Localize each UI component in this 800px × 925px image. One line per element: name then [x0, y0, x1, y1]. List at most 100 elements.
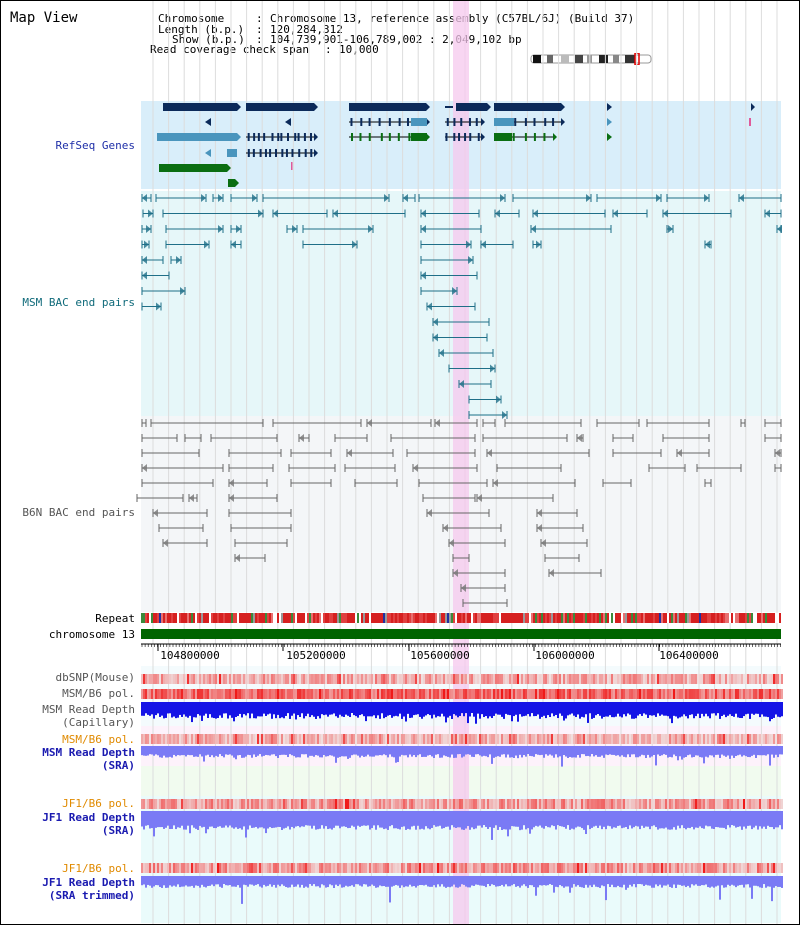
jf1-b6-pol2-heat-cell: [629, 863, 631, 873]
jf1-trimmed-depth-bar: [181, 876, 183, 887]
dbsnp-heat-cell: [517, 674, 519, 684]
repeat-segment: [255, 613, 257, 623]
jf1-b6-pol2-heat-cell: [273, 863, 275, 873]
bac-end-marker: [536, 240, 541, 249]
jf1-trimmed-depth-bar: [215, 876, 217, 885]
jf1-b6-pol2-heat-cell: [277, 863, 279, 873]
dbsnp-heat-cell: [205, 674, 207, 684]
msm-b6-pol-heat-cell: [295, 689, 297, 699]
msm-sra-depth-bar: [229, 746, 231, 755]
gene-arrow: [237, 103, 241, 111]
msm-b6-pol-heat-cell: [309, 689, 311, 699]
bac-end-marker: [142, 194, 147, 202]
jf1-sra-depth-bar: [563, 811, 565, 828]
jf1-sra-depth-bar: [311, 811, 313, 829]
repeat-segment: [219, 613, 221, 623]
jf1-trimmed-depth-bar: [367, 876, 369, 887]
jf1-b6-pol-heat-cell: [345, 799, 347, 809]
coverage-value: 10,000: [339, 43, 379, 56]
msm-sra-depth-bar: [567, 746, 569, 758]
msm-sra-depth-bar: [303, 746, 305, 755]
repeat-segment: [167, 613, 169, 623]
msm-b6-pol2-heat-cell: [277, 734, 279, 744]
jf1-trimmed-depth-bar: [305, 876, 307, 887]
jf1-b6-pol-heat-cell: [163, 799, 165, 809]
jf1-b6-pol-heat-cell: [233, 799, 235, 809]
jf1-b6-pol2-heat-cell: [197, 863, 199, 873]
msm-sra-depth-bar: [585, 746, 587, 757]
bac-end-marker: [502, 411, 507, 419]
jf1-trimmed-depth-bar: [659, 876, 661, 885]
dbsnp-heat-cell: [155, 674, 157, 684]
jf1-b6-pol2-heat-cell: [357, 863, 359, 873]
jf1-sra-depth-bar: [639, 811, 641, 830]
axis-tick-label: 105600000: [410, 649, 470, 662]
jf1-trimmed-depth-bar: [707, 876, 709, 888]
jf1-trimmed-depth-bar: [397, 876, 399, 886]
jf1-b6-pol2-heat-cell: [637, 863, 639, 873]
msm-capillary-depth-bar: [419, 702, 421, 717]
jf1-trimmed-depth-bar: [375, 876, 377, 888]
repeat-segment: [539, 613, 541, 623]
jf1-b6-pol-heat-cell: [615, 799, 617, 809]
jf1-trimmed-depth-bar: [601, 876, 603, 886]
msm-b6-pol2-heat-cell: [345, 734, 347, 744]
repeat-segment: [347, 613, 349, 623]
jf1-b6-pol2-heat-cell: [179, 863, 181, 873]
msm-b6-pol-heat-cell: [217, 689, 219, 699]
repeat-segment: [319, 613, 321, 623]
jf1-b6-pol2-heat-cell: [773, 863, 775, 873]
refseq-gene: [494, 133, 512, 141]
jf1-trimmed-depth-bar: [763, 876, 765, 885]
jf1-b6-pol-heat-cell: [209, 799, 211, 809]
gene-exon: [294, 133, 297, 141]
repeat-segment: [495, 613, 497, 623]
dbsnp-heat-cell: [453, 674, 455, 684]
jf1-trimmed-depth-bar: [461, 876, 463, 885]
msm-sra-depth-bar: [169, 746, 171, 757]
jf1-b6-pol2-heat-cell: [389, 863, 391, 873]
jf1-b6-pol-heat-cell: [373, 799, 375, 809]
msm-sra-depth-bar: [183, 746, 185, 756]
jf1-b6-pol2-heat-cell: [675, 863, 677, 873]
dbsnp-heat-cell: [737, 674, 739, 684]
jf1-sra-depth-bar: [505, 811, 507, 830]
msm-b6-pol2-heat-cell: [185, 734, 187, 744]
jf1-b6-pol2-heat-cell: [285, 863, 287, 873]
repeat-segment: [161, 613, 163, 623]
jf1-b6-pol2-heat-cell: [739, 863, 741, 873]
msm-capillary-depth-bar: [579, 702, 581, 719]
jf1-sra-depth-bar: [781, 811, 783, 830]
jf1-b6-pol2-heat-cell: [269, 863, 271, 873]
msm-capillary-depth-bar: [519, 702, 521, 715]
jf1-sra-depth-bar: [631, 811, 633, 829]
msm-b6-pol-heat-cell: [409, 689, 411, 699]
dbsnp-heat-cell: [163, 674, 165, 684]
repeat-segment: [615, 613, 617, 623]
msm-sra-depth-bar: [267, 746, 269, 756]
msm-sra-depth-bar: [607, 746, 609, 756]
msm-b6-pol-heat-cell: [265, 689, 267, 699]
jf1-b6-pol2-heat-cell: [403, 863, 405, 873]
msm-sra-depth-bar: [211, 746, 213, 756]
msm-capillary-depth-bar: [457, 702, 459, 718]
jf1-sra-depth-bar: [363, 811, 365, 826]
jf1-b6-pol-heat-cell: [505, 799, 507, 809]
gene-exon: [368, 118, 371, 126]
msm-b6-pol2-heat-cell: [247, 734, 249, 744]
jf1-b6-pol2-heat-cell: [307, 863, 309, 873]
msm-b6-pol-heat-cell: [773, 689, 775, 699]
msm-sra-depth-bar: [277, 746, 279, 758]
msm-capillary-depth-bar: [573, 702, 575, 716]
msm-sra-depth-bar: [333, 746, 335, 757]
repeat-segment: [341, 613, 343, 623]
jf1-trimmed-depth-bar: [553, 876, 555, 893]
jf1-b6-pol2-heat-cell: [609, 863, 611, 873]
jf1-sra-depth-bar: [301, 811, 303, 827]
msm-sra-depth-bar: [673, 746, 675, 755]
page-title: Map View: [10, 10, 78, 26]
jf1-sra-depth-bar: [517, 811, 519, 827]
repeat-segment: [165, 613, 167, 623]
msm-b6-pol-heat-cell: [259, 689, 261, 699]
